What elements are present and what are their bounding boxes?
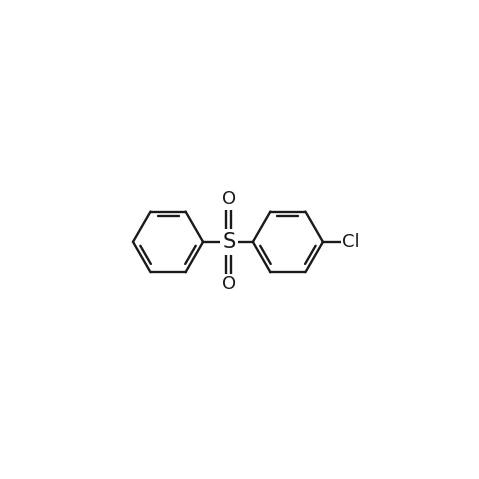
Text: S: S <box>222 232 236 252</box>
Text: O: O <box>222 275 236 293</box>
Text: O: O <box>222 191 236 208</box>
Text: Cl: Cl <box>342 233 359 251</box>
